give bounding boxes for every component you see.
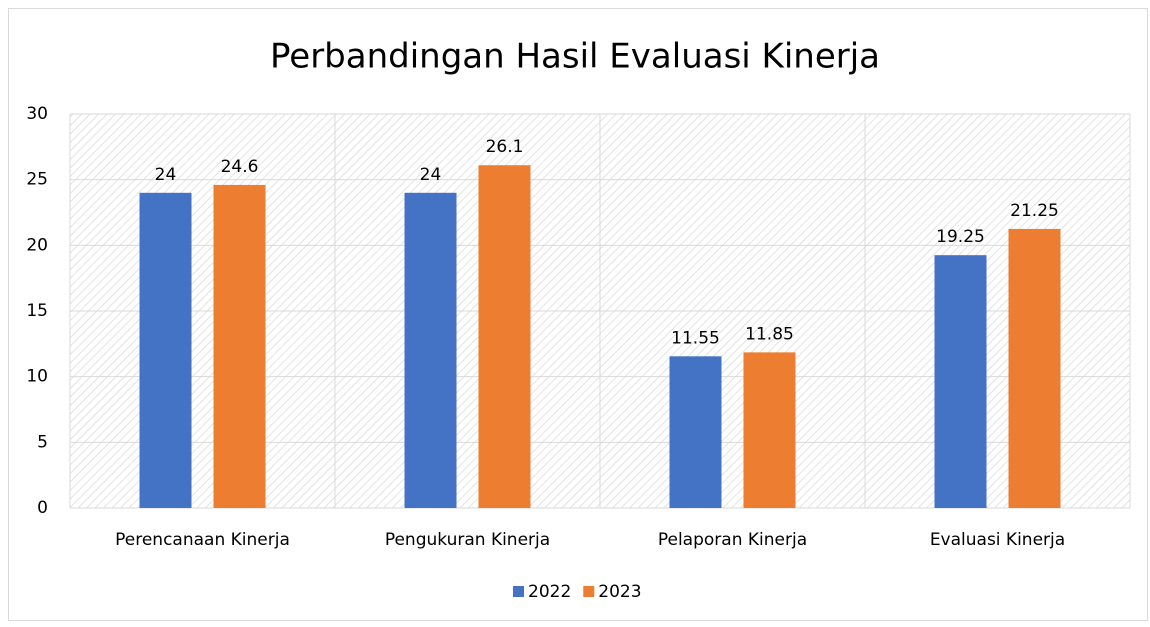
y-tick-label: 5 bbox=[37, 432, 48, 452]
legend-swatch bbox=[583, 586, 595, 597]
y-tick-label: 0 bbox=[37, 498, 48, 518]
y-tick-label: 25 bbox=[26, 170, 48, 190]
bar bbox=[139, 192, 192, 509]
data-label: 11.85 bbox=[745, 324, 794, 344]
legend-swatch bbox=[513, 586, 524, 597]
data-label: 11.55 bbox=[671, 328, 720, 348]
bar bbox=[669, 356, 722, 508]
x-tick-label: Pelaporan Kinerja bbox=[658, 530, 807, 550]
x-tick-label: Evaluasi Kinerja bbox=[930, 530, 1065, 550]
data-label: 21.25 bbox=[1010, 201, 1059, 221]
bar bbox=[934, 255, 987, 508]
y-tick-label: 20 bbox=[26, 235, 48, 255]
bar bbox=[743, 352, 796, 508]
y-tick-label: 30 bbox=[26, 104, 48, 124]
x-tick-label: Pengukuran Kinerja bbox=[385, 530, 550, 550]
data-label: 19.25 bbox=[936, 227, 985, 247]
bar bbox=[1008, 228, 1061, 508]
y-tick-label: 15 bbox=[26, 301, 48, 321]
x-tick-label: Perencanaan Kinerja bbox=[115, 530, 290, 550]
data-label: 24 bbox=[420, 165, 442, 185]
chart-title: Perbandingan Hasil Evaluasi Kinerja bbox=[270, 37, 880, 77]
legend-label: 2022 bbox=[528, 582, 571, 602]
data-label: 26.1 bbox=[486, 137, 524, 157]
bar bbox=[478, 165, 531, 508]
y-tick-label: 10 bbox=[26, 367, 48, 387]
bar bbox=[404, 192, 457, 509]
data-label: 24.6 bbox=[221, 157, 259, 177]
data-label: 24 bbox=[155, 165, 177, 185]
bar bbox=[213, 184, 266, 509]
legend-label: 2023 bbox=[598, 582, 641, 602]
